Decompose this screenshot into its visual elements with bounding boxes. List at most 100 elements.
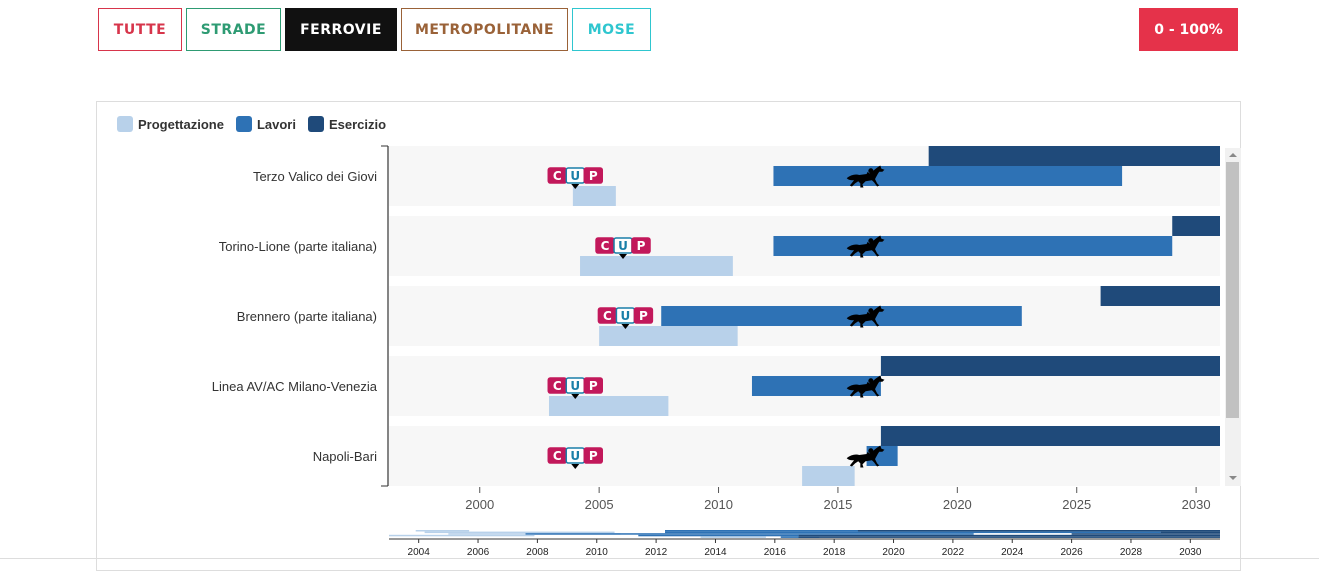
bar-progettazione[interactable]	[580, 256, 733, 276]
vertical-scrollbar[interactable]	[1225, 148, 1241, 486]
minimap-bar-esercizio	[798, 536, 1220, 538]
filter-button-strade[interactable]: STRADE	[186, 8, 281, 51]
minimap-bar-lavori	[638, 534, 799, 537]
bar-lavori[interactable]	[751, 376, 881, 396]
minimap-tick-label: 2018	[823, 547, 846, 558]
x-tick-label: 2005	[585, 497, 614, 512]
x-tick-label: 2020	[943, 497, 972, 512]
project-row[interactable]: Terzo Valico dei Giovi C U P	[253, 146, 1220, 206]
cup-pointer-icon	[571, 464, 580, 469]
minimap-tick-label: 2026	[1060, 547, 1083, 558]
cup-letter: C	[553, 449, 562, 463]
cup-letter: U	[570, 379, 580, 393]
minimap-bar-esercizio	[1160, 531, 1220, 534]
minimap-tick-label: 2028	[1120, 547, 1143, 558]
project-label: Linea AV/AC Milano-Venezia	[212, 379, 378, 394]
range-button[interactable]: 0 - 100%	[1139, 8, 1238, 51]
cup-letter: P	[639, 309, 648, 323]
minimap-bar-progettazione	[415, 530, 470, 532]
cup-letter: U	[621, 309, 631, 323]
bar-esercizio[interactable]	[880, 426, 1220, 446]
bar-progettazione[interactable]	[802, 466, 855, 486]
scroll-up-icon[interactable]	[1229, 153, 1237, 157]
cup-letter: U	[570, 449, 580, 463]
scroll-down-icon[interactable]	[1229, 476, 1237, 480]
legend-swatch	[307, 116, 324, 132]
cup-letter: P	[589, 449, 598, 463]
minimap-tick-label: 2020	[882, 547, 905, 558]
minimap-tick-label: 2014	[704, 547, 727, 558]
bar-progettazione[interactable]	[572, 186, 616, 206]
legend-item-progettazione: Progettazione	[117, 116, 224, 132]
minimap-tick-label: 2016	[764, 547, 787, 558]
legend-swatch	[235, 116, 252, 132]
minimap-tick-label: 2022	[942, 547, 965, 558]
minimap-bar-lavori	[525, 533, 974, 535]
cup-letter: C	[603, 309, 612, 323]
bar-lavori[interactable]	[661, 306, 1022, 326]
cup-letter: P	[637, 239, 646, 253]
minimap-tick-label: 2006	[467, 547, 490, 558]
scrollbar-thumb[interactable]	[1226, 162, 1239, 418]
minimap-tick-label: 2004	[408, 547, 431, 558]
filter-bar: TUTTE STRADE FERROVIE METROPOLITANE MOSE	[98, 8, 651, 51]
filter-button-mose[interactable]: MOSE	[572, 8, 651, 51]
cup-letter-box	[633, 307, 654, 324]
filter-button-ferrovie[interactable]: FERROVIE	[285, 8, 397, 51]
chart-legend: Progettazione Lavori Esercizio	[117, 116, 386, 132]
cup-letter: C	[553, 169, 562, 183]
x-tick-label: 2025	[1062, 497, 1091, 512]
legend-label: Esercizio	[328, 116, 387, 132]
minimap-bar-esercizio	[798, 534, 1220, 537]
bar-lavori[interactable]	[773, 236, 1173, 256]
legend-item-esercizio: Esercizio	[307, 116, 387, 132]
legend-swatch	[117, 116, 133, 132]
cup-letter: P	[589, 379, 598, 393]
bar-esercizio[interactable]	[880, 356, 1220, 376]
x-tick-label: 2000	[465, 497, 494, 512]
page-divider	[0, 558, 1319, 559]
bar-lavori[interactable]	[773, 166, 1123, 186]
bar-esercizio[interactable]	[928, 146, 1220, 166]
x-tick-label: 2030	[1182, 497, 1211, 512]
project-label: Brennero (parte italiana)	[237, 309, 377, 324]
bar-progettazione[interactable]	[548, 396, 669, 416]
cup-pointer-icon	[571, 394, 580, 399]
x-tick-label: 2015	[823, 497, 852, 512]
minimap-bar-esercizio	[857, 530, 1220, 532]
x-tick-label: 2010	[704, 497, 733, 512]
cup-pointer-icon	[619, 254, 628, 259]
project-row[interactable]: Napoli-Bari C U P	[313, 426, 1220, 486]
minimap-bar-progettazione	[389, 534, 535, 537]
filter-button-metropolitane[interactable]: METROPOLITANE	[401, 8, 568, 51]
minimap-bar-lavori	[665, 531, 1161, 534]
bar-esercizio[interactable]	[1100, 286, 1220, 306]
project-row[interactable]: Brennero (parte italiana) C U P	[237, 286, 1220, 346]
filter-button-tutte[interactable]: TUTTE	[98, 8, 182, 51]
cup-letter-box	[583, 167, 604, 184]
cup-letter-box	[583, 447, 604, 464]
cup-letter: U	[570, 169, 580, 183]
cup-letter: P	[589, 169, 598, 183]
project-row[interactable]: Torino-Lione (parte italiana) C U P	[219, 216, 1220, 276]
minimap-bar-esercizio	[1071, 533, 1220, 535]
minimap-tick-label: 2030	[1179, 547, 1202, 558]
legend-item-lavori: Lavori	[235, 116, 296, 132]
project-label: Terzo Valico dei Giovi	[253, 169, 377, 184]
project-label: Torino-Lione (parte italiana)	[219, 239, 377, 254]
minimap-bar-progettazione	[700, 536, 766, 538]
minimap-tick-label: 2008	[526, 547, 549, 558]
cup-letter-box	[631, 237, 651, 254]
bar-progettazione[interactable]	[599, 326, 738, 346]
cup-letter: U	[618, 239, 628, 253]
bar-esercizio[interactable]	[1172, 216, 1220, 236]
project-row[interactable]: Linea AV/AC Milano-Venezia C U P	[212, 356, 1220, 416]
minimap-bar-progettazione	[424, 531, 615, 534]
project-label: Napoli-Bari	[313, 449, 377, 464]
